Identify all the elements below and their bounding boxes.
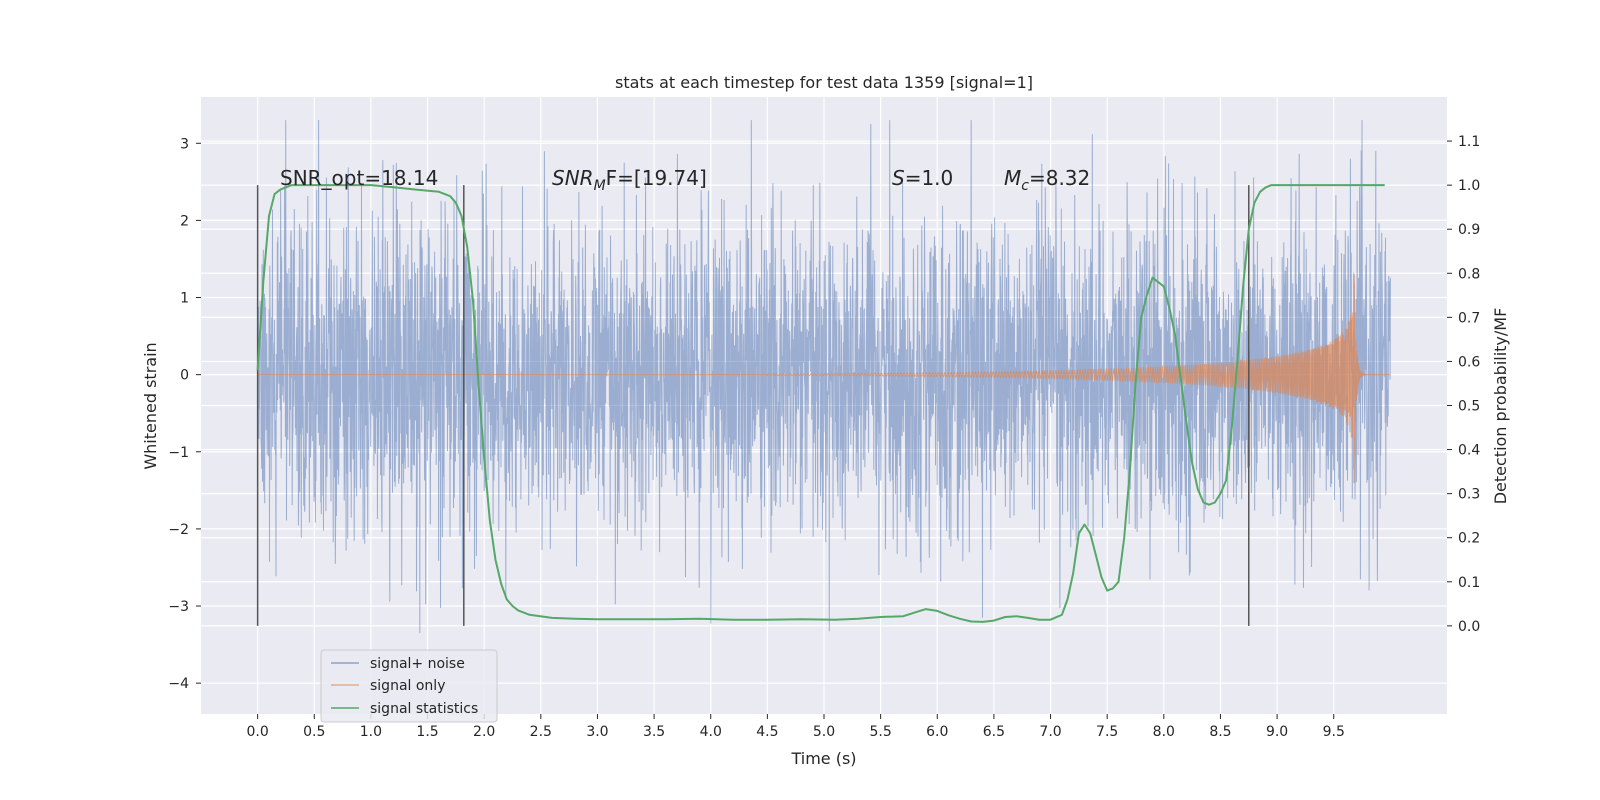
y-right-tick-label-11: 0.0 [1458,619,1480,635]
y-right-tick-label-6: 0.5 [1458,399,1480,415]
y-left-tick-label-3: 0 [180,368,189,384]
y-right-tick-label-2: 0.9 [1458,222,1480,238]
x-tick-label-7: 3.5 [643,724,665,740]
x-tick-label-13: 6.5 [983,724,1005,740]
x-tick-label-15: 7.5 [1096,724,1118,740]
y-right-tick-label-5: 0.6 [1458,354,1480,370]
annotation-s: S=1.0 [892,166,953,190]
x-tick-label-9: 4.5 [756,724,778,740]
x-axis-ticks: 0.0 0.5 1.0 1.5 2.0 2.5 3.0 3.5 4.0 4.5 5.0 5.5 6.0 6… [247,714,1345,740]
x-tick-label-12: 6.0 [926,724,948,740]
y-right-tick-label-4: 0.7 [1458,310,1480,326]
annotation-s-rest: =1.0 [905,166,954,190]
legend: signal+ noise signal only signal statist… [320,649,498,723]
series-signal-only [257,274,1391,484]
annotation-mc-sub: c [1021,178,1029,194]
y-left-tick-label-2: 1 [180,291,189,307]
x-tick-label-14: 7.0 [1039,724,1061,740]
vertical-markers [256,185,1250,626]
y-right-axis-ticks: 1.1 1.0 0.9 0.8 0.7 0.6 0.5 0.4 0.3 0.2 0.1 0.0 [1447,134,1480,635]
y-right-tick-label-10: 0.1 [1458,575,1480,591]
y-left-tick-label-4: −1 [168,445,189,461]
x-tick-label-17: 8.5 [1209,724,1231,740]
annotation-snr-mf: SNRMF=[19.74] [552,166,707,194]
annotation-s-main: S [892,166,905,190]
x-tick-label-3: 1.5 [416,724,438,740]
y-left-tick-label-1: 2 [180,213,189,229]
y-left-tick-label-5: −2 [168,522,189,538]
chart-title: stats at each timestep for test data 135… [615,73,1033,92]
annotation-snr-opt: SNR_opt=18.14 [280,166,438,190]
y-right-tick-label-0: 1.1 [1458,134,1480,150]
x-tick-label-18: 9.0 [1266,724,1288,740]
y-left-axis-label: Whitened strain [141,342,160,469]
y-right-tick-label-7: 0.4 [1458,443,1480,459]
x-tick-label-5: 2.5 [530,724,552,740]
line-signal-statistics [256,184,1385,623]
annotation-mc-rest: =8.32 [1029,166,1090,190]
y-right-tick-label-9: 0.2 [1458,531,1480,547]
y-left-axis-ticks: 3 2 1 0 −1 −2 −3 −4 [168,136,201,692]
annotation-snr-mf-main: SNR [552,166,594,190]
annotation-snr-mf-rest: F=[19.74] [606,166,707,190]
y-right-tick-label-8: 0.3 [1458,487,1480,503]
annotation-snr-mf-sub: M [594,178,606,194]
series-signal-statistics [256,184,1385,623]
y-right-axis-label: Detection probability/MF [1491,308,1510,505]
x-tick-label-1: 0.5 [303,724,325,740]
line-signal-plus-noise [257,120,1391,634]
x-tick-label-16: 8.0 [1153,724,1175,740]
legend-label-signal-statistics: signal statistics [370,701,478,717]
y-left-tick-label-0: 3 [180,136,189,152]
legend-box [320,649,498,723]
y-right-tick-label-3: 0.8 [1458,266,1480,282]
y-right-tick-label-1: 1.0 [1458,178,1480,194]
x-tick-label-11: 5.5 [870,724,892,740]
x-tick-label-19: 9.5 [1323,724,1345,740]
x-axis-label: Time (s) [790,749,856,768]
x-tick-label-0: 0.0 [247,724,269,740]
y-left-tick-label-6: −3 [168,599,189,615]
x-tick-label-2: 1.0 [360,724,382,740]
x-tick-label-8: 4.0 [700,724,722,740]
x-tick-label-4: 2.0 [473,724,495,740]
legend-label-signal-only: signal only [370,678,445,694]
x-tick-label-10: 5.0 [813,724,835,740]
line-signal-only [257,274,1391,484]
series-signal-plus-noise [257,120,1391,634]
annotation-mc: Mc=8.32 [1004,166,1090,194]
y-left-tick-label-7: −4 [168,676,189,692]
annotation-mc-main: M [1004,166,1021,190]
legend-label-signal-plus-noise: signal+ noise [370,656,465,672]
x-tick-label-6: 3.0 [586,724,608,740]
